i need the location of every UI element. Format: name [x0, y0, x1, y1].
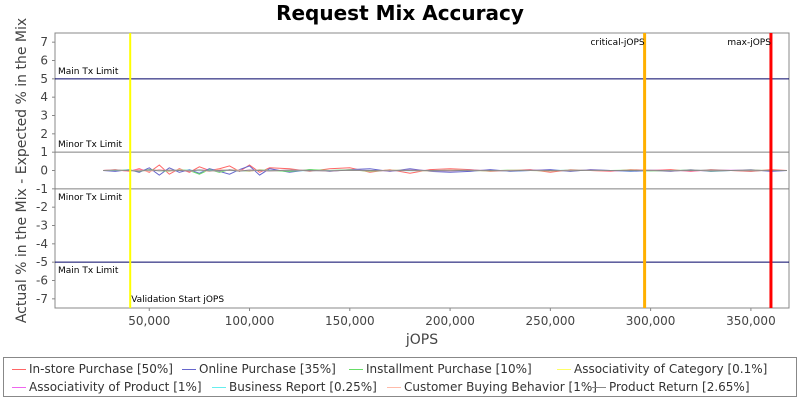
legend-swatch	[557, 368, 571, 370]
legend-item: Customer Buying Behavior [1%]	[387, 380, 597, 394]
y-tick-label: -7	[36, 292, 48, 306]
limit-label: Minor Tx Limit	[58, 140, 123, 150]
chart-title: Request Mix Accuracy	[276, 1, 524, 25]
y-tick-label: -4	[36, 237, 48, 251]
y-tick-label: 6	[40, 54, 48, 68]
y-axis-label: Actual % in the Mix - Expected % in the …	[14, 18, 30, 323]
y-tick-label: -3	[36, 219, 48, 233]
y-tick-label: 3	[40, 109, 48, 123]
x-tick-label: 200,000	[425, 314, 475, 328]
y-tick-label: -1	[36, 182, 48, 196]
y-tick-label: -6	[36, 274, 48, 288]
limit-label: Minor Tx Limit	[58, 193, 123, 203]
legend-label: Customer Buying Behavior [1%]	[404, 380, 597, 394]
legend-item: In-store Purchase [50%]	[12, 362, 173, 376]
x-tick-label: 250,000	[526, 314, 576, 328]
x-tick-label: 50,000	[128, 314, 170, 328]
legend-label: Installment Purchase [10%]	[366, 362, 532, 376]
legend-label: Online Purchase [35%]	[199, 362, 336, 376]
legend-swatch	[349, 368, 363, 370]
marker-label: critical-jOPS	[590, 38, 644, 48]
legend-label: In-store Purchase [50%]	[29, 362, 173, 376]
legend-item: Product Return [2.65%]	[592, 380, 750, 394]
y-tick-label: -5	[36, 255, 48, 269]
y-tick-label: 1	[40, 145, 48, 159]
legend-swatch	[182, 368, 196, 370]
marker-label: Validation Start jOPS	[131, 295, 224, 305]
y-tick-label: 5	[40, 72, 48, 86]
legend-item: Associativity of Category [0.1%]	[557, 362, 767, 376]
x-tick-label: 350,000	[726, 314, 776, 328]
y-tick-label: -2	[36, 200, 48, 214]
marker-label: max-jOPS	[727, 38, 771, 48]
legend-item: Business Report [0.25%]	[212, 380, 377, 394]
x-tick-label: 150,000	[325, 314, 375, 328]
y-tick-label: 4	[40, 90, 48, 104]
legend-item: Installment Purchase [10%]	[349, 362, 532, 376]
legend-label: Product Return [2.65%]	[609, 380, 750, 394]
legend-item: Associativity of Product [1%]	[12, 380, 202, 394]
legend-item: Online Purchase [35%]	[182, 362, 336, 376]
x-axis-label: jOPS	[405, 332, 438, 348]
legend-swatch	[12, 386, 26, 388]
legend-label: Business Report [0.25%]	[229, 380, 377, 394]
limit-label: Main Tx Limit	[58, 67, 119, 77]
legend-label: Associativity of Product [1%]	[29, 380, 202, 394]
legend-swatch	[212, 386, 226, 388]
legend-swatch	[12, 368, 26, 370]
series-line	[103, 169, 787, 172]
limit-label: Main Tx Limit	[58, 266, 119, 276]
x-tick-label: 300,000	[626, 314, 676, 328]
y-tick-label: 0	[40, 164, 48, 178]
legend-swatch	[592, 386, 606, 388]
y-tick-label: 7	[40, 35, 48, 49]
legend-label: Associativity of Category [0.1%]	[574, 362, 768, 376]
x-tick-label: 100,000	[225, 314, 275, 328]
legend-swatch	[387, 386, 401, 388]
y-tick-label: 2	[40, 127, 48, 141]
chart-legend: In-store Purchase [50%] Online Purchase […	[3, 357, 797, 397]
